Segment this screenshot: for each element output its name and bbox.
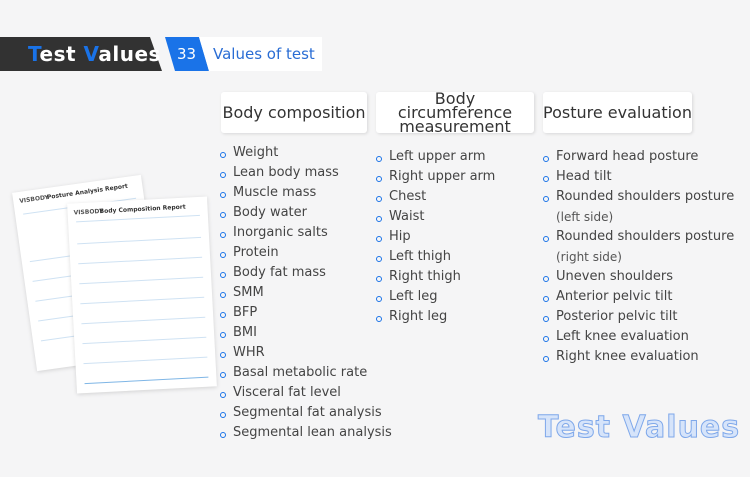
list-item: BMI — [220, 323, 392, 343]
list-item-continuation: (left side) — [556, 210, 614, 224]
body-circumference-list: Left upper arm Right upper arm Chest Wai… — [376, 147, 495, 327]
list-item: Right upper arm — [376, 167, 495, 187]
list-item: Left knee evaluation — [543, 327, 734, 347]
list-item: Chest — [376, 187, 495, 207]
list-item: Left thigh — [376, 247, 495, 267]
list-item: Visceral fat level — [220, 383, 392, 403]
list-item: Body fat mass — [220, 263, 392, 283]
list-item: Left leg — [376, 287, 495, 307]
list-item: Protein — [220, 243, 392, 263]
values-count-label: Values of test — [199, 37, 322, 71]
list-item: Weight — [220, 143, 392, 163]
list-item: Basal metabolic rate — [220, 363, 392, 383]
list-item: Left upper arm — [376, 147, 495, 167]
list-item: Segmental fat analysis — [220, 403, 392, 423]
watermark-text: Test Values — [537, 410, 741, 446]
header-body-composition: Body composition — [221, 92, 367, 133]
body-composition-list: Weight Lean body mass Muscle mass Body w… — [220, 143, 392, 443]
list-item: Inorganic salts — [220, 223, 392, 243]
list-item: Lean body mass — [220, 163, 392, 183]
list-item: Hip — [376, 227, 495, 247]
posture-evaluation-list: Forward head posture Head tilt Rounded s… — [543, 147, 734, 367]
list-item: Anterior pelvic tilt — [543, 287, 734, 307]
list-item: Uneven shoulders — [543, 267, 734, 287]
list-item: Right leg — [376, 307, 495, 327]
list-item: Waist — [376, 207, 495, 227]
banner-title: Test Values — [28, 42, 161, 66]
list-item: Rounded shoulders posture — [543, 187, 734, 207]
list-item: Forward head posture — [543, 147, 734, 167]
list-item: WHR — [220, 343, 392, 363]
list-item: BFP — [220, 303, 392, 323]
list-item: Head tilt — [543, 167, 734, 187]
list-item-continuation: (right side) — [556, 250, 622, 264]
list-item: SMM — [220, 283, 392, 303]
list-item: Rounded shoulders posture — [543, 227, 734, 247]
list-item: Muscle mass — [220, 183, 392, 203]
list-item: Right knee evaluation — [543, 347, 734, 367]
list-item: Right thigh — [376, 267, 495, 287]
list-item: Body water — [220, 203, 392, 223]
list-item: Segmental lean analysis — [220, 423, 392, 443]
header-body-circumference: Body circumference measurement — [376, 90, 534, 134]
title-banner — [0, 37, 162, 71]
body-composition-report-document: VISBODY Body Composition Report — [67, 196, 217, 394]
list-item: Posterior pelvic tilt — [543, 307, 734, 327]
header-posture-evaluation: Posture evaluation — [543, 92, 692, 133]
